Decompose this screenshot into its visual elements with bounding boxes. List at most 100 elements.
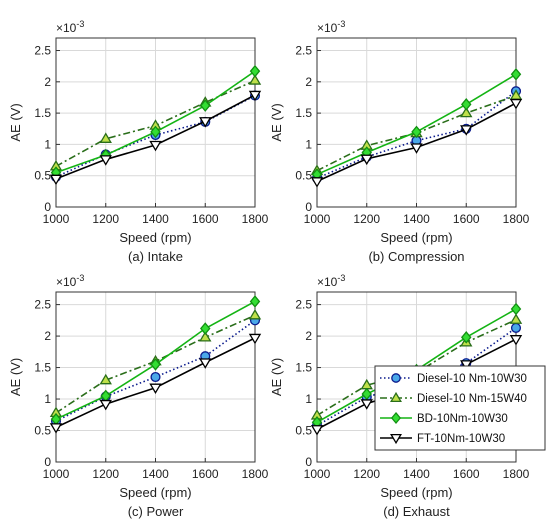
data-point xyxy=(248,90,262,102)
y-tick-label: 1 xyxy=(44,392,51,406)
x-tick-label: 1800 xyxy=(503,467,530,481)
x-tick-label: 1800 xyxy=(503,212,530,226)
data-point xyxy=(310,425,324,436)
data-point xyxy=(248,74,262,85)
panel-caption: (d) Exhaust xyxy=(383,504,450,519)
data-point xyxy=(150,358,161,371)
plot-frame xyxy=(55,37,256,208)
data-point xyxy=(49,174,63,186)
y-multiplier-label: ×10-3 xyxy=(317,273,345,289)
legend-entry: FT-10Nm-10W30 xyxy=(380,433,505,445)
x-tick-label: 1800 xyxy=(242,467,269,481)
data-point xyxy=(200,322,211,335)
data-point xyxy=(461,98,472,111)
data-point xyxy=(460,125,473,136)
data-point xyxy=(200,99,211,112)
data-point xyxy=(149,140,162,152)
data-point xyxy=(411,125,422,139)
y-tick-label: 0.5 xyxy=(295,169,312,183)
data-point xyxy=(150,125,161,139)
y-axis-label: AE (V) xyxy=(8,103,23,141)
chart-panel-2: 0 0.5 1 1.5 2 2.5 1000 1200 1400 1600 1800 ×10-3 Spe… xyxy=(269,19,530,264)
legend-marker xyxy=(390,391,402,403)
legend: Diesel-10 Nm-10W30 Diesel-10 Nm-15W40 BD-1… xyxy=(374,365,546,451)
y-tick-label: 0 xyxy=(44,200,51,214)
x-tick-label: 1000 xyxy=(304,467,331,481)
legend-entry: Diesel-10 Nm-15W40 xyxy=(380,391,527,405)
x-tick-label: 1400 xyxy=(142,212,169,226)
data-point xyxy=(249,64,261,78)
legend-entry: Diesel-10 Nm-10W30 xyxy=(380,373,527,385)
legend-label: BD-10Nm-10W30 xyxy=(417,413,508,425)
data-point xyxy=(248,333,262,345)
y-tick-label: 0 xyxy=(44,455,51,469)
series-3 xyxy=(50,64,261,179)
data-point xyxy=(460,106,473,118)
series-4 xyxy=(49,333,262,434)
data-point xyxy=(360,399,373,410)
x-tick-label: 1200 xyxy=(353,467,380,481)
y-tick-label: 2.5 xyxy=(295,44,312,58)
data-point xyxy=(249,295,261,308)
y-tick-label: 1 xyxy=(44,137,51,151)
x-tick-label: 1600 xyxy=(453,467,480,481)
x-tick-label: 1000 xyxy=(43,212,70,226)
y-axis-label: AE (V) xyxy=(269,103,284,141)
data-point xyxy=(248,308,262,320)
x-tick-label: 1600 xyxy=(192,467,219,481)
y-tick-label: 1.5 xyxy=(295,106,312,120)
chart-panel-3: 0 0.5 1 1.5 2 2.5 1000 1200 1400 1600 1800 ×10-3 Spe… xyxy=(8,273,269,519)
panel-caption: (b) Compression xyxy=(368,249,464,264)
y-tick-label: 1 xyxy=(305,137,312,151)
x-tick-label: 1000 xyxy=(304,212,331,226)
y-tick-label: 0.5 xyxy=(34,424,51,438)
data-point xyxy=(460,360,473,371)
x-tick-label: 1200 xyxy=(353,212,380,226)
data-point xyxy=(461,331,472,344)
legend-marker xyxy=(390,411,402,425)
data-point xyxy=(99,132,112,143)
x-axis-label: Speed (rpm) xyxy=(380,485,452,500)
data-point xyxy=(199,330,212,342)
data-point xyxy=(509,98,523,110)
panel-caption: (c) Power xyxy=(128,504,184,519)
legend-entry: BD-10Nm-10W30 xyxy=(380,411,508,425)
y-tick-label: 0 xyxy=(305,200,312,214)
series-4 xyxy=(49,90,262,186)
y-tick-label: 0 xyxy=(305,455,312,469)
data-point xyxy=(360,154,373,166)
y-tick-label: 2 xyxy=(44,329,51,343)
data-point xyxy=(510,302,522,316)
series-4 xyxy=(310,98,523,188)
series-3 xyxy=(311,68,522,181)
data-point xyxy=(49,423,63,434)
legend-label: Diesel-10 Nm-10W30 xyxy=(417,373,527,385)
x-tick-label: 1400 xyxy=(142,467,169,481)
data-point xyxy=(99,373,112,385)
y-tick-label: 1 xyxy=(305,392,312,406)
data-point xyxy=(150,371,161,383)
legend-marker xyxy=(390,433,402,445)
data-point xyxy=(199,358,212,369)
x-tick-label: 1000 xyxy=(43,467,70,481)
y-tick-label: 1.5 xyxy=(295,361,312,375)
y-tick-label: 1.5 xyxy=(34,106,51,120)
data-point xyxy=(199,117,212,128)
y-multiplier-label: ×10-3 xyxy=(317,19,345,35)
chart-panel-1: 0 0.5 1 1.5 2 2.5 1000 1200 1400 1600 1800 ×10-3 Spe… xyxy=(8,19,269,264)
y-axis-label: AE (V) xyxy=(269,358,284,396)
y-tick-label: 0.5 xyxy=(295,424,312,438)
y-tick-label: 2.5 xyxy=(34,298,51,312)
data-point xyxy=(509,313,523,324)
legend-marker xyxy=(391,373,401,383)
data-point xyxy=(410,143,423,154)
plot-frame xyxy=(316,37,517,208)
data-point xyxy=(510,322,522,333)
panel-caption: (a) Intake xyxy=(128,249,183,264)
x-tick-label: 1200 xyxy=(92,467,119,481)
x-axis-label: Speed (rpm) xyxy=(119,230,191,245)
y-axis-label: AE (V) xyxy=(8,358,23,396)
y-tick-label: 1.5 xyxy=(34,361,51,375)
data-point xyxy=(510,68,522,81)
